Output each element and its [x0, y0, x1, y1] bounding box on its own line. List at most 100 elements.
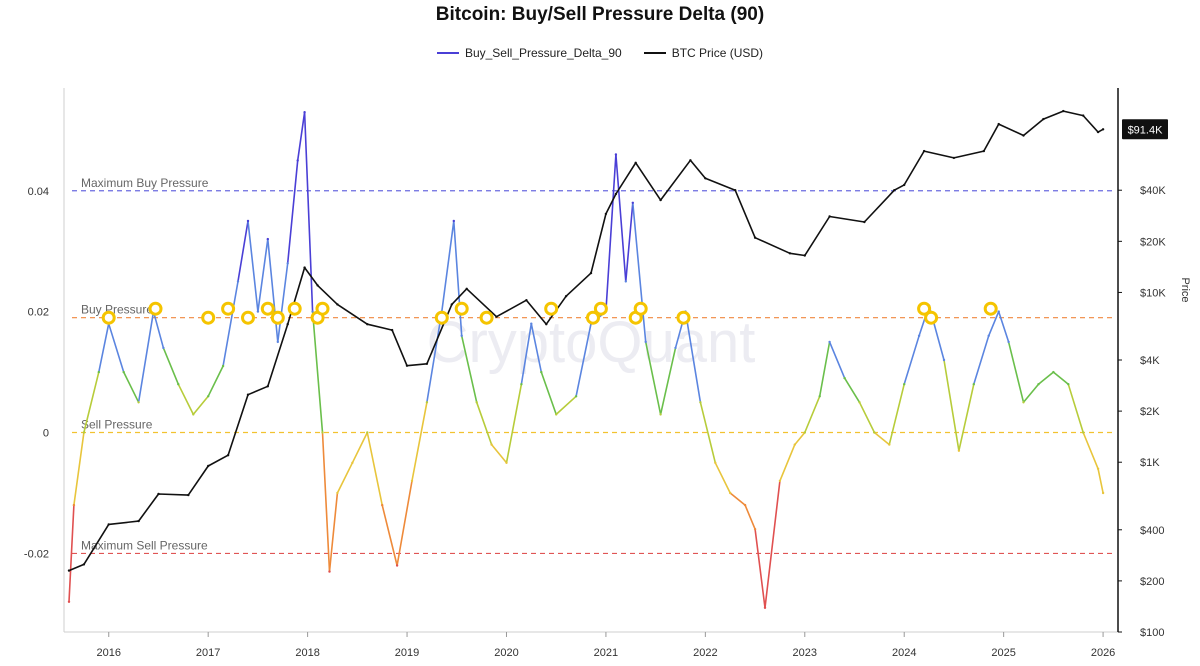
- price-point: [82, 563, 86, 566]
- x-tick-label: 2026: [1091, 647, 1115, 659]
- delta-point: [192, 413, 195, 416]
- delta-line-segment: [426, 310, 443, 404]
- reference-line-label: Maximum Buy Pressure: [81, 176, 209, 190]
- delta-point: [763, 606, 767, 609]
- buy-pressure-marker[interactable]: [270, 310, 285, 325]
- delta-line-segment: [714, 461, 732, 494]
- buy-pressure-marker[interactable]: [544, 301, 559, 316]
- delta-point: [303, 111, 306, 114]
- delta-line-segment: [644, 341, 662, 416]
- buy-pressure-marker[interactable]: [676, 310, 691, 325]
- delta-point: [460, 334, 463, 337]
- buy-pressure-marker[interactable]: [148, 301, 163, 316]
- x-tick-label: 2018: [295, 647, 319, 659]
- buy-pressure-marker[interactable]: [287, 301, 302, 316]
- delta-point: [1022, 401, 1025, 404]
- delta-point: [381, 503, 384, 507]
- delta-point: [221, 364, 225, 368]
- buy-pressure-marker[interactable]: [586, 310, 600, 325]
- legend-item-price[interactable]: BTC Price (USD): [643, 46, 763, 60]
- chart-title: Bitcoin: Buy/Sell Pressure Delta (90): [435, 4, 765, 25]
- buy-pressure-marker[interactable]: [917, 301, 932, 316]
- buy-pressure-marker[interactable]: [924, 310, 939, 325]
- left-tick-label: -0.02: [24, 548, 49, 560]
- price-point: [405, 364, 409, 367]
- buy-pressure-marker[interactable]: [454, 301, 469, 316]
- delta-line-segment: [68, 504, 75, 603]
- buy-pressure-marker[interactable]: [201, 310, 216, 325]
- x-tick-label: 2022: [693, 647, 717, 659]
- reference-line-label: Sell Pressure: [81, 418, 153, 432]
- reference-line-label: Maximum Sell Pressure: [81, 538, 208, 552]
- delta-point: [328, 570, 331, 573]
- delta-line-segment: [1022, 383, 1040, 404]
- delta-line-segment: [803, 395, 821, 434]
- buy-pressure-marker[interactable]: [241, 310, 255, 325]
- delta-point: [162, 346, 165, 350]
- x-tick-label: 2024: [892, 647, 916, 659]
- right-tick-label: $40K: [1140, 185, 1166, 197]
- delta-line-segment: [888, 383, 906, 446]
- delta-line-segment: [328, 492, 339, 573]
- buy-pressure-marker[interactable]: [983, 301, 998, 316]
- delta-point: [753, 528, 757, 531]
- delta-line-segment: [659, 347, 677, 416]
- price-point: [286, 323, 289, 326]
- delta-line-segment: [336, 461, 354, 494]
- delta-point: [366, 431, 369, 434]
- delta-line-segment: [440, 220, 455, 313]
- delta-point: [803, 431, 806, 434]
- price-point: [107, 523, 110, 526]
- delta-point: [311, 310, 314, 313]
- delta-point: [540, 370, 543, 374]
- delta-line-segment: [958, 383, 975, 452]
- delta-point: [256, 310, 260, 313]
- price-point: [997, 122, 1000, 126]
- delta-point: [530, 322, 533, 325]
- legend-item-delta[interactable]: Buy_Sell_Pressure_Delta_90: [436, 46, 622, 60]
- buy-pressure-marker[interactable]: [593, 301, 608, 316]
- delta-line-segment: [257, 238, 269, 313]
- price-point: [266, 385, 269, 388]
- delta-line-segment: [624, 202, 634, 283]
- price-badge-bg: [1122, 119, 1168, 140]
- buy-pressure-marker[interactable]: [101, 310, 116, 325]
- delta-point: [972, 383, 975, 386]
- buy-pressure-marker[interactable]: [434, 310, 449, 325]
- x-tick-label: 2019: [395, 647, 419, 659]
- right-axis-title: Price: [1179, 277, 1191, 302]
- price-point: [634, 161, 637, 164]
- buy-pressure-marker[interactable]: [260, 301, 275, 316]
- price-point: [604, 212, 608, 216]
- delta-line-segment: [237, 220, 249, 283]
- buy-pressure-marker[interactable]: [479, 310, 494, 325]
- buy-pressure-marker[interactable]: [633, 301, 648, 316]
- delta-line-segment: [321, 431, 331, 573]
- delta-point: [1096, 467, 1100, 470]
- delta-line-segment: [943, 359, 960, 452]
- delta-line-segment: [98, 322, 110, 373]
- buy-pressure-marker[interactable]: [315, 301, 330, 316]
- delta-line-segment: [540, 371, 558, 416]
- delta-line-segment: [296, 111, 306, 162]
- delta-point: [624, 280, 627, 283]
- delta-point: [614, 153, 618, 156]
- right-tick-label: $400: [1140, 525, 1164, 537]
- price-point: [1096, 130, 1100, 134]
- delta-point: [888, 443, 891, 446]
- price-point: [1042, 117, 1045, 121]
- delta-point: [699, 401, 702, 404]
- delta-point: [97, 370, 101, 374]
- delta-point: [778, 479, 782, 483]
- buy-pressure-marker[interactable]: [221, 301, 236, 316]
- delta-line-segment: [858, 401, 876, 434]
- price-point: [704, 177, 707, 180]
- delta-line-segment: [83, 371, 100, 434]
- delta-line-segment: [505, 383, 523, 464]
- delta-point: [410, 479, 414, 483]
- delta-line-segment: [1082, 431, 1099, 470]
- delta-point: [276, 340, 279, 344]
- x-tick-label: 2025: [991, 647, 1015, 659]
- delta-line-segment: [1007, 341, 1025, 404]
